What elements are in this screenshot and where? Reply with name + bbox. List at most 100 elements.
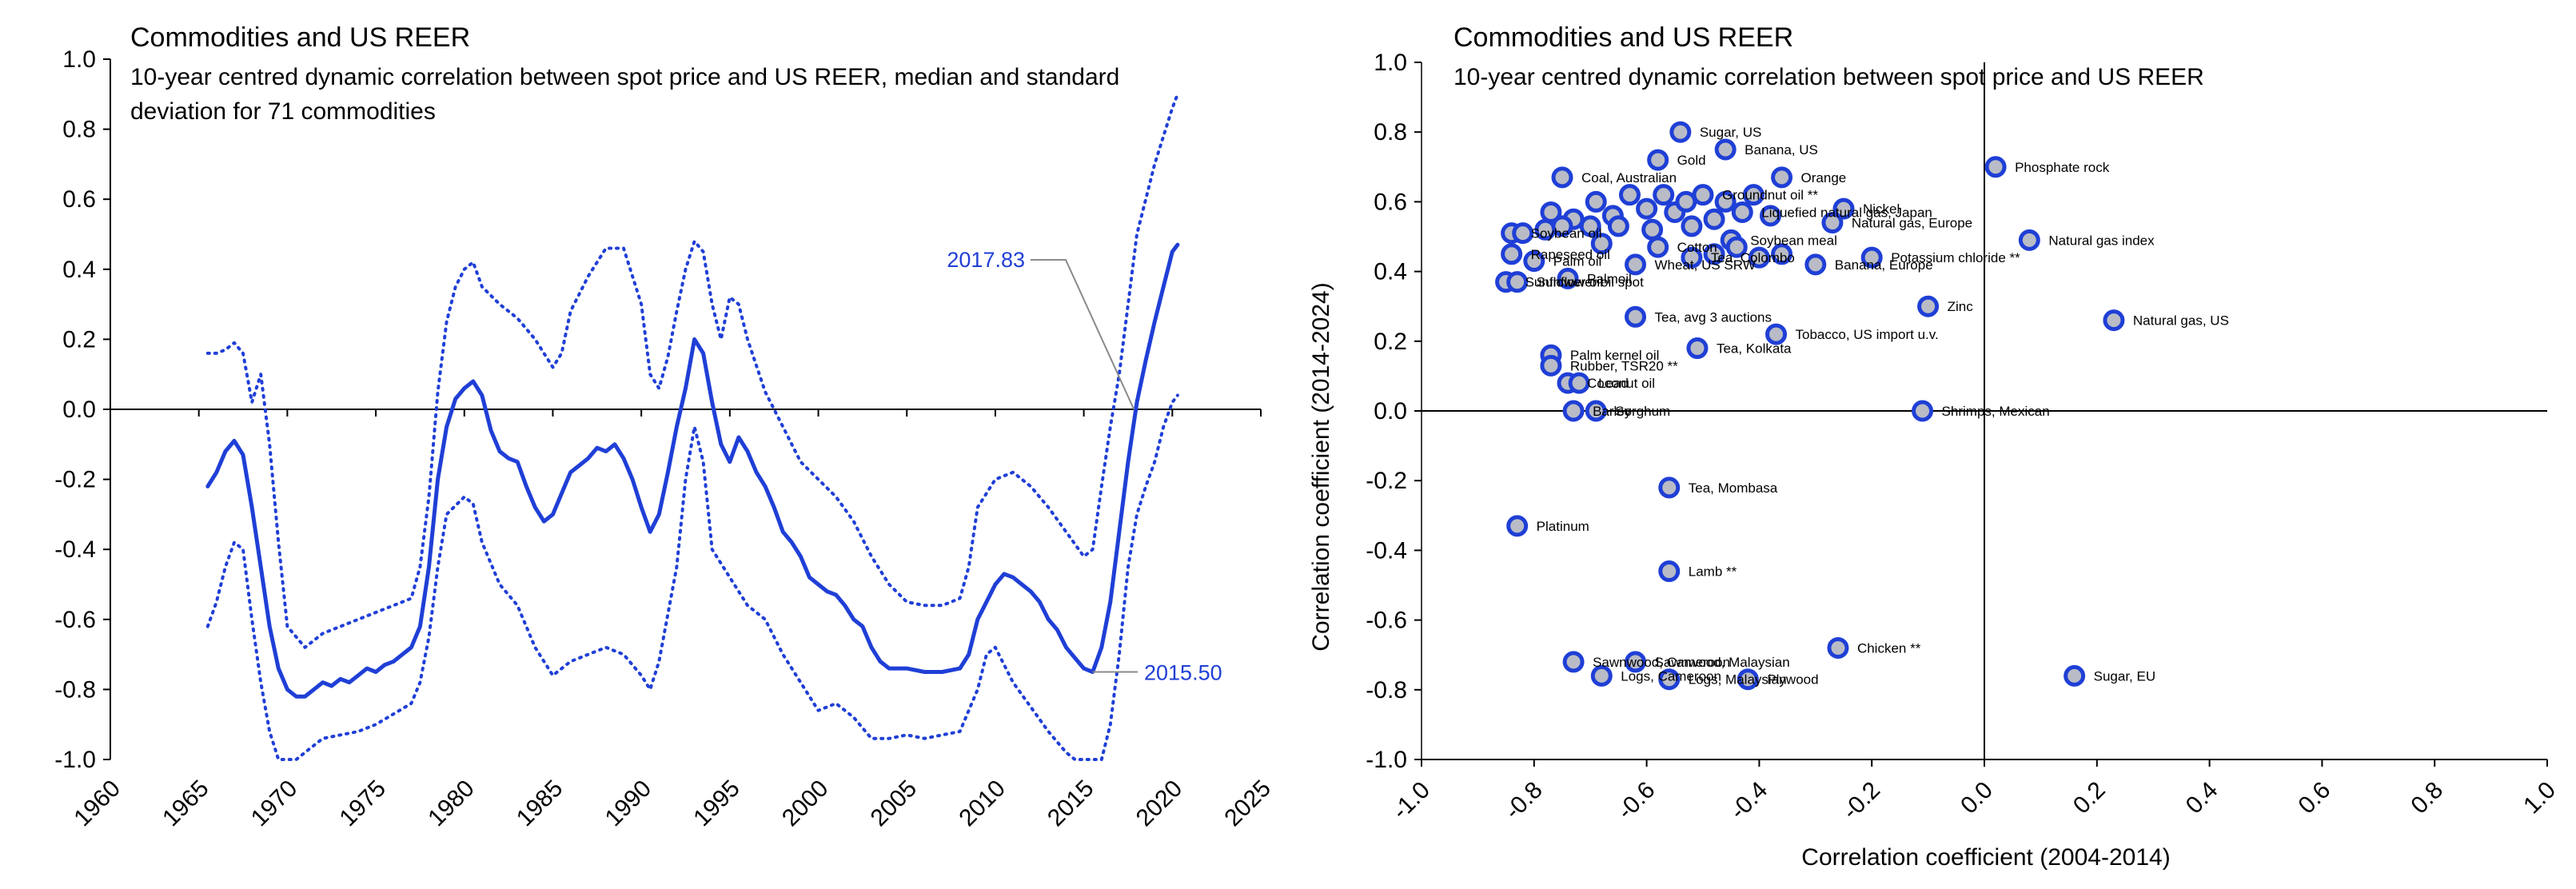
scatter-point-label: Natural gas index — [2048, 233, 2155, 248]
upper-std-band-line — [205, 92, 1179, 649]
scatter-point — [1675, 190, 1697, 213]
right-x-tick-label: 0.2 — [2068, 777, 2111, 819]
scatter-point-label: Zinc — [1948, 299, 1974, 314]
scatter-point — [1506, 271, 1529, 293]
scatter-point-label: Potassium chloride ** — [1891, 250, 2020, 265]
scatter-point — [1618, 184, 1641, 206]
scatter-point — [1540, 354, 1562, 377]
scatter-point — [1832, 197, 1855, 220]
left-y-tick-label: -1.0 — [54, 747, 96, 773]
left-x-tick-label: 2015 — [1043, 775, 1099, 832]
right-y-tick-label: 0.2 — [1374, 329, 1407, 355]
scatter-point-label: Palm oil — [1553, 254, 1601, 269]
left-x-tick-label: 1975 — [334, 775, 391, 832]
scatter-point — [2064, 664, 2086, 687]
scatter-point-label: Platinum — [1537, 519, 1589, 534]
scatter-point-label: Rapeseed oil — [1531, 247, 1610, 262]
left-y-tick-label: 0.4 — [62, 257, 96, 283]
scatter-point — [1984, 156, 2007, 178]
scatter-point-label: Lead — [1598, 376, 1629, 391]
scatter-point-label: Banana, US — [1745, 142, 1818, 157]
scatter-point — [1625, 651, 1647, 673]
left-x-tick-label: 2005 — [866, 775, 923, 832]
left-chart-subtitle-line-2: deviation for 71 commodities — [130, 98, 436, 125]
right-x-axis-label: Correlation coefficient (2004-2014) — [1801, 844, 2170, 871]
left-x-tick-label: 1965 — [158, 775, 214, 832]
right-x-tick-label: 0.8 — [2406, 777, 2448, 819]
scatter-point — [1912, 400, 1934, 422]
right-y-tick-label: 0.8 — [1374, 119, 1407, 146]
scatter-point — [1703, 243, 1725, 265]
scatter-point-label: Soybean oil — [1531, 226, 1602, 241]
scatter-point-label: Liquefied natural gas, Japan — [1761, 205, 1932, 220]
scatter-point-label: Sugar, US — [1700, 125, 1762, 140]
scatter-point — [1562, 400, 1585, 422]
lower-std-band-line — [205, 393, 1179, 761]
right-points-group — [1495, 121, 2125, 691]
scatter-point-label: Palm kernel oil — [1570, 348, 1659, 363]
callout-label-2017: 2017.83 — [947, 248, 1025, 272]
left-chart-title: Commodities and US REER — [130, 22, 470, 53]
scatter-point-label: Sunflower oil — [1525, 275, 1603, 290]
left-x-tick-label: 2025 — [1219, 775, 1276, 832]
left-x-tick-label: 1980 — [423, 775, 480, 832]
scatter-point — [1725, 236, 1748, 258]
scatter-point — [1742, 184, 1765, 206]
median-line — [205, 242, 1180, 699]
scatter-point-label: Orange — [1801, 170, 1847, 185]
scatter-point-label: Groundnut oil ** — [1722, 188, 1818, 203]
scatter-point-label: Sorghum — [1615, 404, 1670, 419]
scatter-point — [1860, 246, 1883, 269]
scatter-point — [1658, 668, 1681, 691]
scatter-point-label: Natural gas, US — [2133, 313, 2229, 329]
scatter-point-label: Natural gas, Europe — [1852, 216, 1972, 231]
scatter-point — [1647, 149, 1669, 171]
left-y-tick-label: -0.2 — [54, 467, 96, 493]
right-y-tick-label: -0.8 — [1366, 677, 1407, 704]
left-y-tick-label: -0.4 — [54, 536, 96, 563]
scatter-point — [1641, 218, 1664, 241]
right-y-tick-label: 0.4 — [1374, 259, 1407, 285]
scatter-point — [1636, 197, 1658, 220]
left-y-tick-label: 0.6 — [62, 186, 96, 213]
right-x-tick-label: 0.0 — [1956, 777, 1998, 819]
scatter-point-label: Tea, Colombo — [1711, 250, 1795, 265]
left-x-tick-label: 1970 — [246, 775, 303, 832]
left-x-tick-label: 2010 — [954, 775, 1011, 832]
right-y-tick-label: -1.0 — [1366, 747, 1407, 773]
scatter-point — [1714, 190, 1737, 213]
callout-label-2015: 2015.50 — [1144, 661, 1222, 685]
right-y-tick-label: -0.2 — [1366, 468, 1407, 494]
scatter-point-label: Sawnwood, Malaysian — [1655, 655, 1790, 670]
scatter-point-label: Tea, Kolkata — [1717, 341, 1792, 357]
left-series-group — [205, 92, 1180, 761]
scatter-point — [1737, 668, 1759, 691]
right-y-tick-label: 1.0 — [1374, 50, 1407, 76]
scatter-point — [1681, 215, 1703, 237]
right-x-tick-label: -0.6 — [1613, 777, 1661, 825]
scatter-point-label: Phosphate rock — [2015, 160, 2110, 175]
scatter-point — [1625, 305, 1647, 328]
scatter-point-label: Sunflower oil spot — [1537, 275, 1644, 290]
scatter-point — [1568, 372, 1590, 394]
scatter-point — [1590, 233, 1613, 255]
scatter-point-label: Barley — [1593, 404, 1632, 419]
right-x-tick-label: 1.0 — [2518, 777, 2561, 819]
scatter-point-label: Wheat, US SRW — [1655, 257, 1756, 273]
left-x-tick-label: 1960 — [69, 775, 126, 832]
scatter-point — [1827, 636, 1849, 659]
scatter-point — [1681, 246, 1703, 269]
scatter-point — [1821, 212, 1844, 234]
right-y-tick-label: 0.0 — [1374, 398, 1407, 425]
scatter-point — [1658, 560, 1681, 583]
scatter-point-label: Tea, Mombasa — [1689, 480, 1778, 496]
scatter-point — [1579, 215, 1601, 237]
scatter-point — [1771, 243, 1793, 265]
left-y-tick-label: 0.2 — [62, 326, 96, 353]
scatter-point — [1759, 205, 1781, 227]
left-x-tick-label: 1990 — [600, 775, 657, 832]
scatter-point-label: Lamb ** — [1689, 564, 1737, 580]
scatter-point-label: Logs, Malaysian — [1689, 672, 1787, 688]
scatter-point-label: Tobacco, US import u.v. — [1796, 327, 1939, 342]
